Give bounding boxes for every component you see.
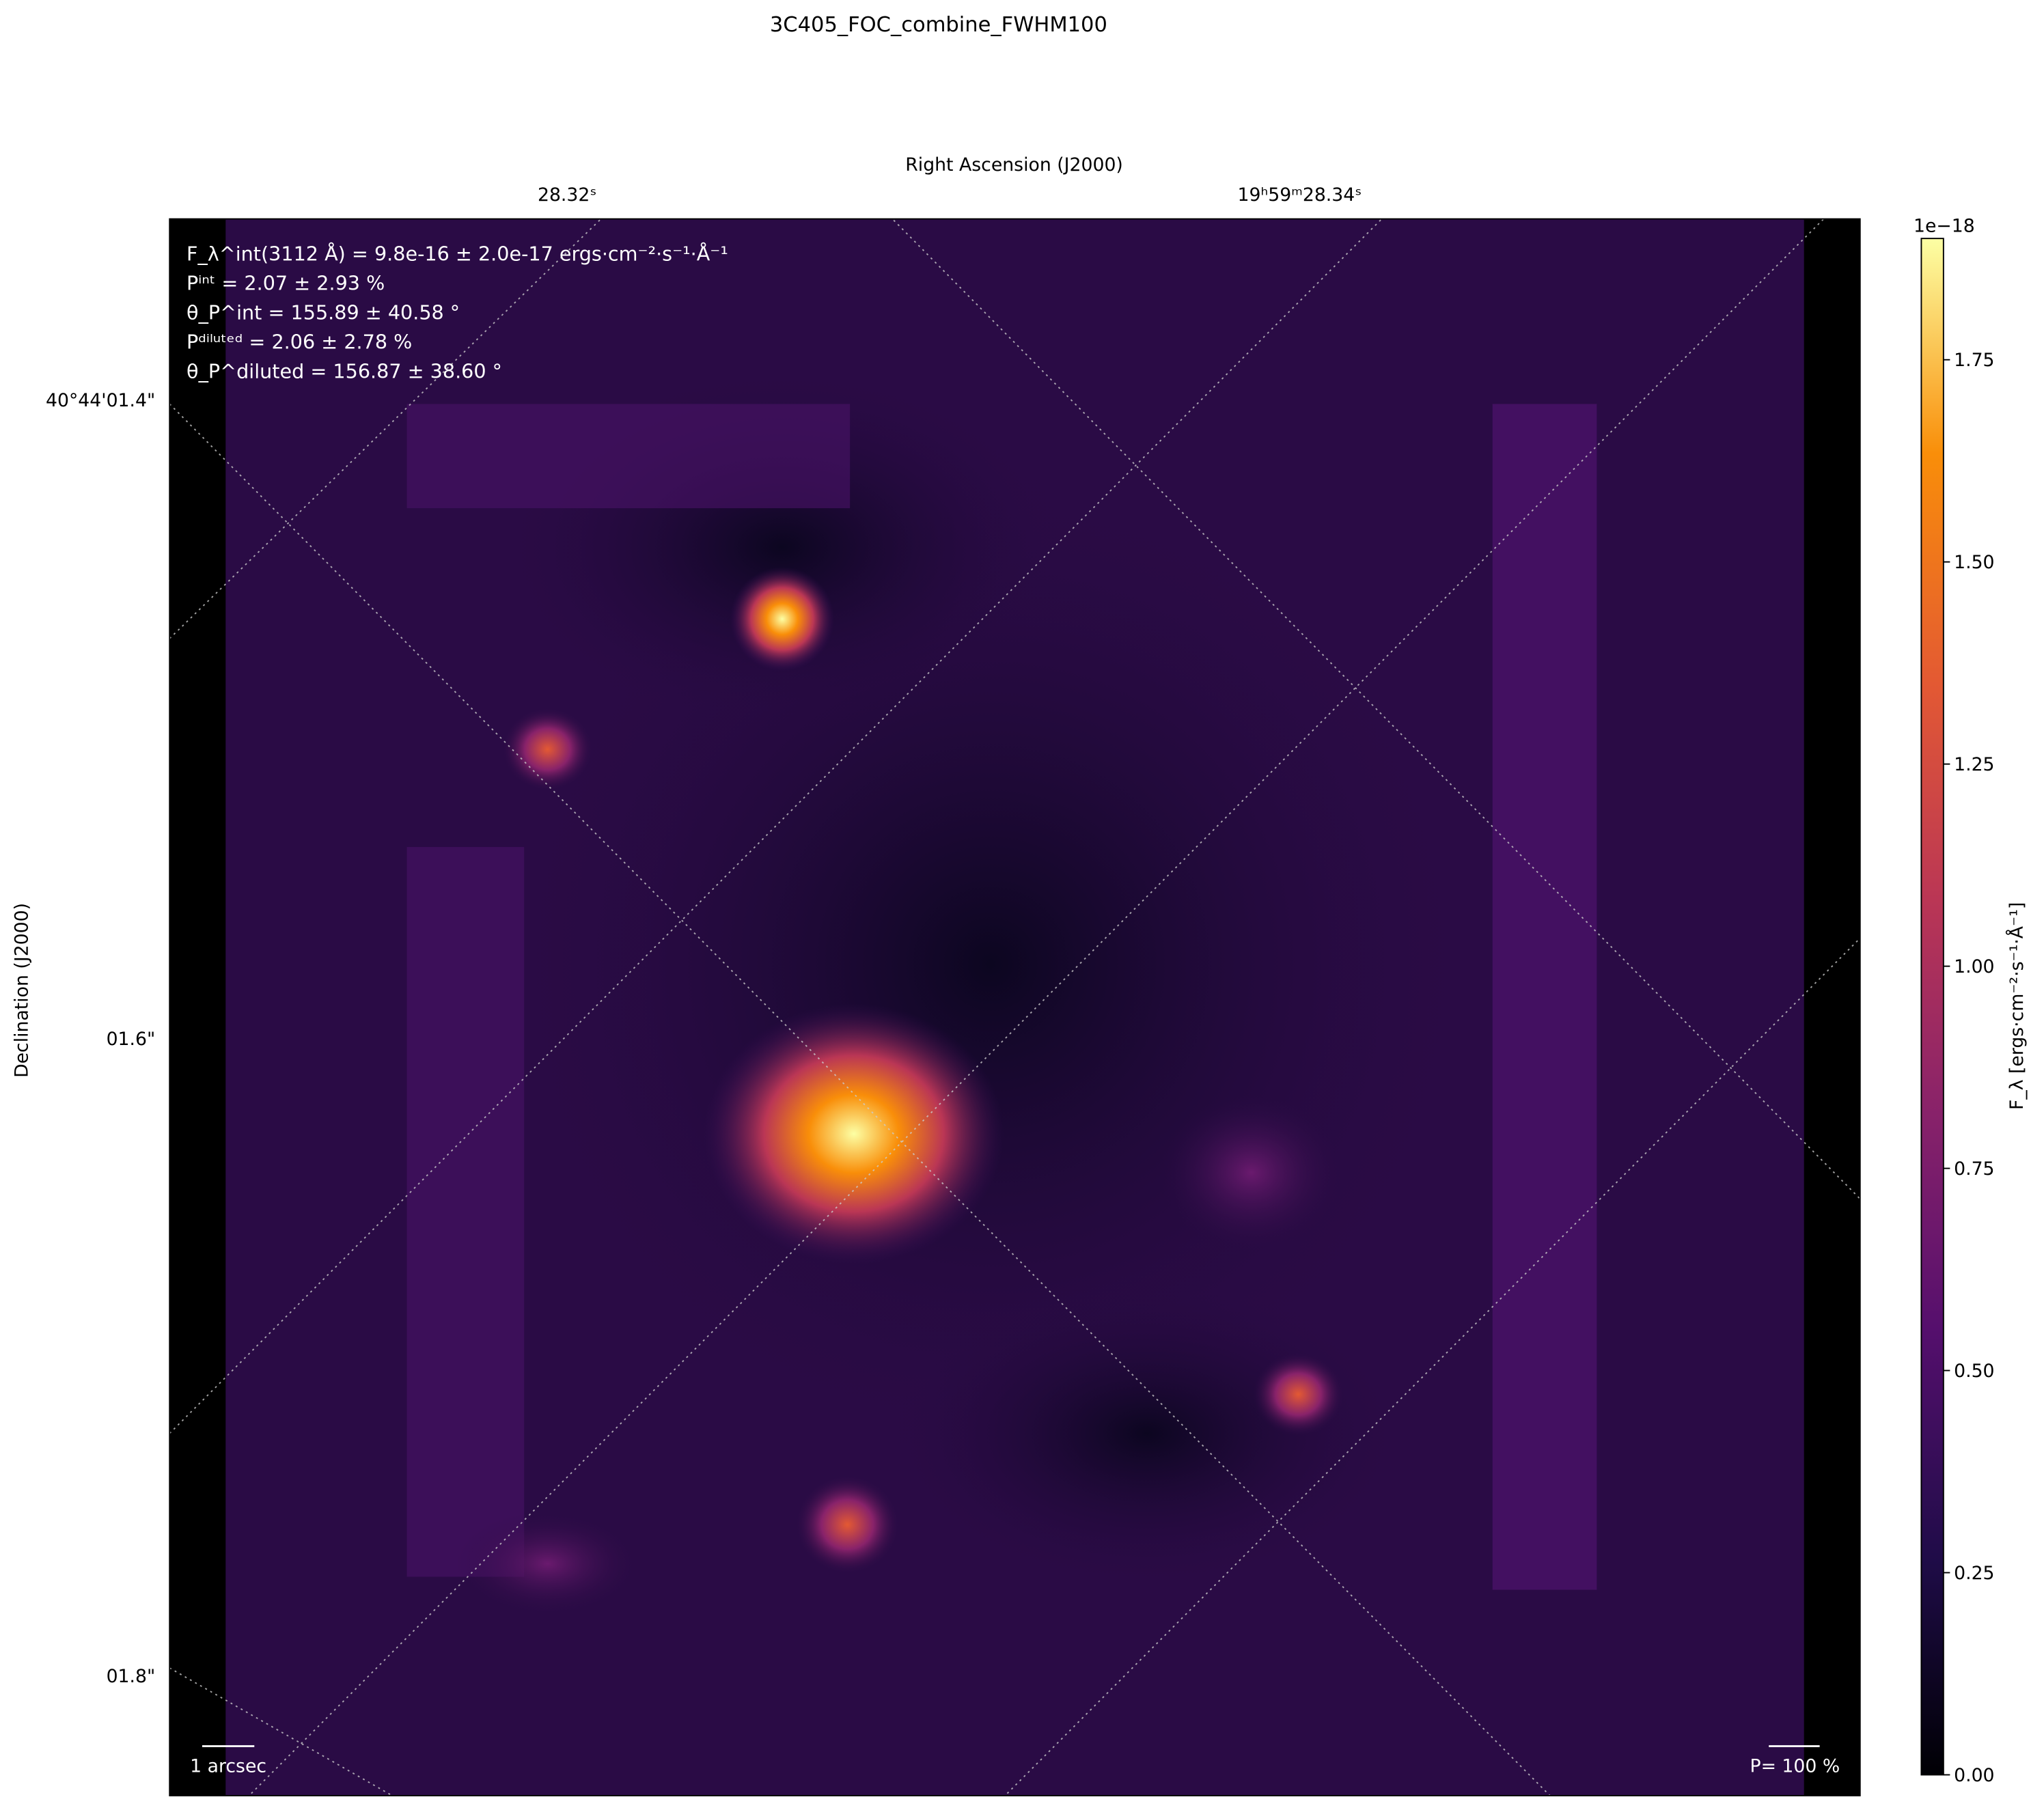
axes-frame xyxy=(169,218,1861,1796)
pol-scale-label: P= 100 % xyxy=(1750,1756,1840,1777)
colorbar-tick-label: 0.75 xyxy=(1954,1158,1994,1180)
coordinate-grid xyxy=(169,219,1860,1796)
colorbar-tick-label: 0.00 xyxy=(1954,1765,1994,1786)
annotation: θ_P^diluted = 156.87 ± 38.60 ° xyxy=(187,359,502,382)
x-axis-label: Right Ascension (J2000) xyxy=(905,154,1123,176)
annotation: F_λ^int(3112 Å) = 9.8e-16 ± 2.0e-17 ergs… xyxy=(187,242,728,266)
colorbar-tick-label: 0.50 xyxy=(1954,1361,1994,1382)
y-tick-label: 01.8" xyxy=(107,1666,156,1687)
x-tick-label: 19ʰ59ᵐ28.34ˢ xyxy=(1238,184,1362,206)
colorbar-label: F_λ [ergs·cm⁻²·s⁻¹·Å⁻¹] xyxy=(2006,902,2028,1110)
scalebar-label: 1 arcsec xyxy=(190,1756,266,1777)
x-tick-label: 28.32ˢ xyxy=(538,184,596,206)
colorbar-offset: 1e−18 xyxy=(1914,216,1975,237)
y-tick-label: 40°44'01.4" xyxy=(46,390,155,411)
annotation: θ_P^int = 155.89 ± 40.58 ° xyxy=(187,301,460,324)
colorbar-tick-label: 1.00 xyxy=(1954,956,1994,977)
colorbar-tick-label: 0.25 xyxy=(1954,1563,1994,1584)
colorbar xyxy=(1920,238,1944,1776)
y-tick-label: 01.6" xyxy=(107,1029,156,1050)
annotation: Pᵈⁱˡᵘᵗᵉᵈ = 2.06 ± 2.78 % xyxy=(187,330,412,353)
colorbar-tick-label: 1.50 xyxy=(1954,552,1994,573)
image xyxy=(169,219,1860,1796)
y-axis-label: Declination (J2000) xyxy=(11,903,32,1078)
chart-title: 3C405_FOC_combine_FWHM100 xyxy=(770,13,1107,37)
colorbar-tick-label: 1.75 xyxy=(1954,350,1994,371)
annotation: Pⁱⁿᵗ = 2.07 ± 2.93 % xyxy=(187,271,385,294)
colorbar-tick-label: 1.25 xyxy=(1954,754,1994,775)
